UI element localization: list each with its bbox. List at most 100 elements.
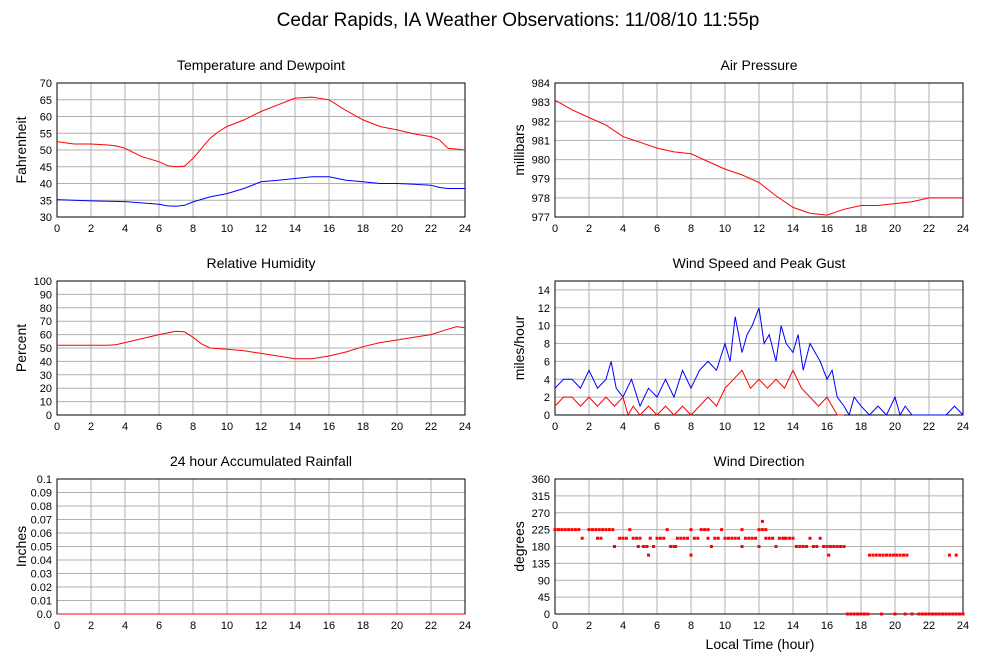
scatter-point — [856, 612, 860, 616]
scatter-point — [920, 612, 924, 616]
scatter-point — [747, 536, 751, 540]
scatter-point — [599, 536, 603, 540]
x-tick-label: 24 — [459, 620, 471, 632]
scatter-point — [835, 545, 839, 548]
scatter-point — [706, 528, 710, 532]
series-line-0 — [56, 96, 466, 168]
y-tick-label: 0.05 — [31, 542, 52, 554]
scatter-point — [553, 528, 557, 532]
scatter-point — [563, 528, 567, 532]
scatter-point — [726, 536, 730, 540]
scatter-point — [648, 536, 652, 540]
chart-title: 24 hour Accumulated Rainfall — [170, 453, 352, 469]
scatter-point — [954, 612, 958, 616]
scatter-point — [893, 612, 897, 616]
y-tick-label: 90 — [40, 289, 52, 301]
y-tick-label: 978 — [532, 193, 550, 205]
scatter-point — [791, 536, 795, 540]
scatter-point — [590, 528, 594, 532]
y-tick-label: 0.06 — [31, 528, 52, 540]
scatter-point — [828, 545, 832, 548]
x-tick-label: 20 — [889, 421, 901, 433]
scatter-point — [560, 528, 564, 532]
scatter-point — [674, 545, 678, 548]
scatter-point — [669, 545, 673, 548]
scatter-point — [811, 545, 815, 548]
scatter-point — [682, 536, 686, 540]
scatter-point — [740, 528, 744, 532]
y-tick-label: 983 — [532, 97, 550, 109]
y-tick-label: 981 — [532, 135, 550, 147]
x-tick-label: 10 — [221, 421, 233, 433]
y-tick-label: 60 — [40, 330, 52, 342]
y-tick-label: 8 — [544, 339, 550, 351]
scatter-point — [750, 536, 754, 540]
scatter-point — [723, 536, 727, 540]
x-tick-label: 14 — [289, 620, 301, 632]
scatter-point — [777, 536, 781, 540]
x-tick-label: 8 — [190, 223, 196, 235]
y-tick-label: 180 — [532, 542, 550, 554]
x-axis-label: Local Time (hour) — [706, 636, 815, 652]
scatter-point — [706, 536, 710, 540]
y-tick-label: 50 — [40, 145, 52, 157]
x-tick-label: 2 — [88, 620, 94, 632]
scatter-point — [827, 553, 831, 557]
x-tick-label: 16 — [323, 421, 335, 433]
x-tick-label: 24 — [459, 421, 471, 433]
scatter-point — [961, 612, 965, 616]
scatter-point — [645, 545, 649, 548]
scatter-point — [947, 612, 951, 616]
y-axis-label: degrees — [511, 521, 527, 572]
x-tick-label: 4 — [620, 620, 626, 632]
scatter-point — [618, 536, 622, 540]
scatter-point — [580, 536, 584, 540]
scatter-point — [859, 612, 863, 616]
x-tick-label: 14 — [289, 223, 301, 235]
y-tick-label: 45 — [40, 162, 52, 174]
y-tick-label: 70 — [40, 78, 52, 90]
scatter-point — [577, 528, 581, 532]
x-tick-label: 16 — [821, 223, 833, 235]
scatter-point — [937, 612, 941, 616]
scatter-point — [604, 528, 608, 532]
scatter-point — [825, 545, 829, 548]
x-tick-label: 20 — [391, 223, 403, 235]
scatter-point — [596, 536, 599, 540]
x-tick-label: 14 — [787, 421, 799, 433]
scatter-point — [641, 545, 645, 548]
scatter-point — [910, 612, 914, 616]
y-tick-label: 70 — [40, 316, 52, 328]
scatter-point — [764, 528, 768, 532]
chart-title: Wind Direction — [713, 453, 804, 469]
scatter-point — [713, 536, 717, 540]
scatter-point — [686, 536, 690, 540]
scatter-point — [885, 553, 888, 557]
plot-frame — [56, 280, 466, 416]
x-tick-label: 14 — [787, 223, 799, 235]
scatter-point — [699, 528, 703, 532]
scatter-point — [760, 519, 764, 523]
x-tick-label: 20 — [889, 620, 901, 632]
y-tick-label: 980 — [532, 155, 550, 167]
page-title: Cedar Rapids, IA Weather Observations: 1… — [277, 10, 760, 31]
scatter-point — [757, 528, 761, 532]
x-tick-label: 16 — [821, 421, 833, 433]
scatter-point — [607, 528, 611, 532]
y-tick-label: 0.09 — [31, 488, 52, 500]
scatter-point — [822, 545, 826, 548]
x-tick-label: 24 — [957, 223, 969, 235]
y-tick-label: 2 — [544, 392, 550, 404]
plot-frame — [554, 82, 964, 218]
x-tick-label: 8 — [190, 421, 196, 433]
x-tick-label: 14 — [787, 620, 799, 632]
y-tick-label: 0 — [544, 410, 550, 422]
scatter-point — [771, 536, 775, 540]
y-tick-label: 0 — [544, 609, 550, 621]
scatter-point — [815, 545, 819, 548]
y-axis-label: Percent — [13, 324, 29, 372]
scatter-point — [845, 612, 849, 616]
